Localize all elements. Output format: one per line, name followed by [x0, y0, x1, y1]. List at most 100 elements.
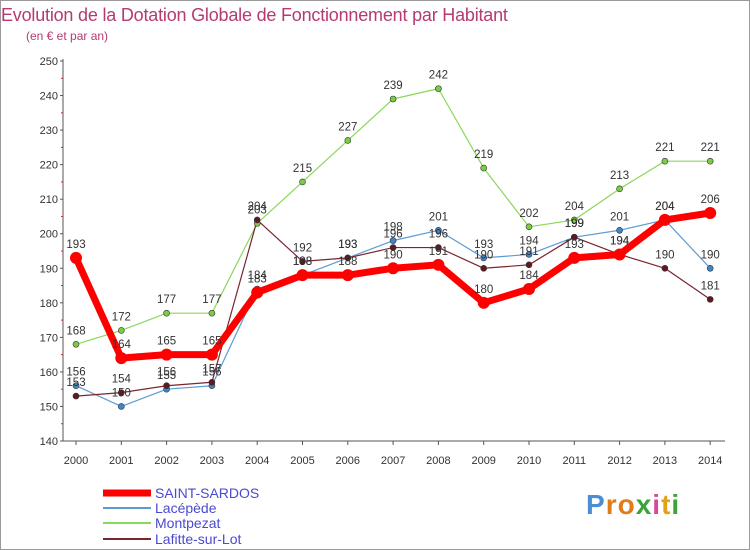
data-label: 196 [429, 229, 448, 241]
data-point [205, 348, 218, 361]
data-label: 198 [384, 222, 403, 234]
data-point [389, 244, 397, 251]
data-point [72, 392, 80, 400]
data-point [163, 309, 170, 317]
data-label: 181 [701, 280, 720, 292]
data-label: 194 [610, 235, 630, 247]
data-label: 172 [112, 311, 131, 323]
data-label: 193 [565, 239, 584, 251]
data-label: 204 [248, 201, 268, 213]
y-tick-label: 170 [40, 332, 58, 344]
data-label: 183 [248, 273, 267, 285]
x-tick-label: 2001 [109, 455, 133, 467]
data-point [72, 340, 80, 348]
data-point [706, 264, 714, 272]
data-point [661, 264, 669, 272]
legend-label: Lafitte-sur-Lot [155, 531, 241, 547]
data-label: 190 [384, 249, 403, 261]
y-tick-label: 160 [40, 367, 58, 379]
data-label: 227 [338, 121, 357, 133]
data-point [435, 226, 442, 234]
data-point [706, 296, 714, 303]
data-point [118, 327, 125, 334]
data-label: 199 [565, 218, 584, 230]
data-label: 188 [338, 256, 357, 268]
data-point [477, 296, 490, 309]
data-label: 221 [655, 142, 674, 154]
series-markers [70, 85, 717, 410]
data-point [435, 85, 442, 92]
data-point [299, 178, 306, 186]
data-point [568, 251, 581, 264]
data-point [251, 286, 264, 299]
chart-title: Evolution de la Dotation Globale de Fonc… [1, 5, 508, 25]
data-label: 201 [429, 211, 448, 223]
data-label: 168 [66, 325, 85, 337]
y-tick-label: 230 [40, 125, 58, 137]
y-tick-label: 240 [40, 91, 58, 103]
y-tick-label: 200 [40, 229, 58, 241]
data-label: 150 [112, 387, 131, 399]
data-label: 192 [293, 242, 312, 254]
data-label: 156 [202, 367, 221, 379]
data-point [480, 164, 488, 172]
data-point [480, 254, 488, 262]
x-tick-label: 2007 [381, 455, 405, 467]
data-label: 221 [701, 142, 720, 154]
data-label: 156 [157, 367, 176, 379]
data-label: 191 [519, 246, 538, 258]
data-label: 203 [248, 204, 267, 216]
data-point [616, 226, 623, 234]
data-label: 190 [655, 249, 674, 261]
data-label: 180 [474, 284, 493, 296]
data-label: 188 [293, 256, 312, 268]
data-point [387, 262, 400, 275]
y-tick-label: 140 [40, 436, 58, 448]
data-label: 219 [474, 149, 493, 161]
data-point [72, 382, 80, 390]
y-tick-label: 150 [40, 401, 58, 413]
data-point [389, 237, 397, 244]
data-point [296, 269, 309, 282]
data-point [70, 251, 82, 264]
data-point [658, 213, 671, 226]
x-tick-label: 2012 [607, 455, 631, 467]
data-point [570, 216, 578, 224]
data-label: 155 [157, 370, 176, 382]
data-label: 213 [610, 170, 629, 182]
data-label: 154 [112, 374, 132, 386]
data-label: 177 [157, 294, 176, 306]
data-label: 165 [202, 336, 221, 348]
x-tick-label: 2014 [698, 455, 722, 467]
data-label: 188 [293, 256, 312, 268]
data-point [525, 251, 533, 258]
data-label: 242 [429, 70, 448, 82]
data-label: 164 [112, 339, 132, 351]
proxiti-logo: Proxiti [586, 489, 680, 521]
data-label: 190 [701, 249, 720, 261]
data-point [115, 352, 128, 365]
data-point [570, 233, 578, 241]
data-point [160, 348, 173, 361]
data-point [163, 382, 170, 390]
logo-letter: x [635, 489, 653, 520]
data-label: 199 [565, 218, 584, 230]
data-label: 202 [519, 208, 538, 220]
x-tick-label: 2002 [154, 455, 178, 467]
data-label: 193 [338, 239, 357, 251]
data-label: 193 [66, 239, 85, 251]
data-label: 204 [655, 201, 675, 213]
data-point [208, 378, 216, 386]
x-tick-label: 2009 [471, 455, 495, 467]
logo-letter: t [661, 489, 672, 520]
data-label: 177 [202, 294, 221, 306]
data-point [480, 264, 488, 272]
data-label: 194 [519, 235, 539, 247]
data-point [344, 254, 352, 262]
legend-label: Lacépède [155, 500, 217, 516]
data-label: 215 [293, 163, 312, 175]
data-point [523, 283, 535, 295]
data-point [341, 269, 354, 282]
x-tick-label: 2008 [426, 455, 450, 467]
